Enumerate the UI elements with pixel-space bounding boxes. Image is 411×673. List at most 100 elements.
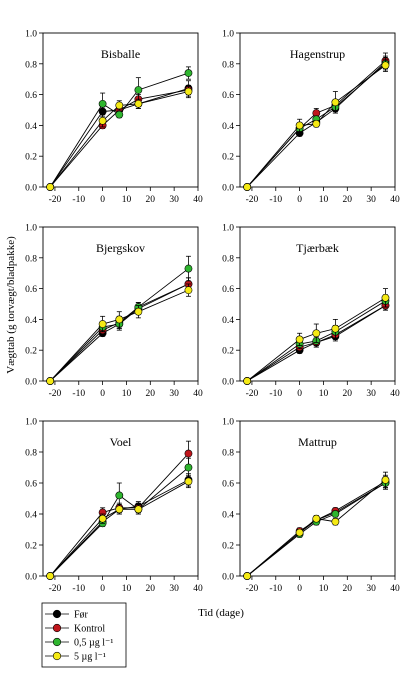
panel-frame <box>239 226 396 382</box>
x-tick-label: 30 <box>169 389 179 399</box>
data-point <box>243 183 252 191</box>
panel-title: Hagenstrup <box>290 47 345 61</box>
data-point <box>98 99 107 108</box>
x-tick-label: 0 <box>100 389 105 399</box>
data-point <box>331 517 340 526</box>
data-point <box>98 320 107 328</box>
x-tick-label: -10 <box>269 584 282 594</box>
x-tick-label: 30 <box>366 195 376 205</box>
legend: Før Kontrol 0,5 µg l⁻¹ 5 µg l⁻¹ <box>41 602 127 668</box>
data-point <box>134 307 143 316</box>
legend-marker-kontrol <box>52 623 62 633</box>
panel-frame <box>42 32 199 188</box>
series-0-5-g-l <box>46 66 193 191</box>
x-tick-label: -10 <box>269 195 282 205</box>
legend-label-high-dose: 5 µg l⁻¹ <box>74 652 106 663</box>
y-tick-label: 0.4 <box>25 122 37 132</box>
series-line <box>49 289 189 382</box>
series-line <box>49 453 189 577</box>
panel-title: Bisballe <box>101 47 140 61</box>
series-0-5-g-l <box>46 457 193 580</box>
series-5-g-l <box>243 471 390 580</box>
x-tick-label: -20 <box>49 584 62 594</box>
data-point <box>243 377 252 385</box>
y-tick-label: 0.6 <box>222 285 234 295</box>
x-tick-label: 40 <box>193 195 203 205</box>
series-line <box>49 72 189 188</box>
series-5-g-l <box>46 84 193 191</box>
y-tick-label: 1.0 <box>25 418 37 428</box>
y-tick-label: 0.0 <box>25 184 37 194</box>
x-tick-label: 20 <box>146 195 156 205</box>
panel-title: Voel <box>110 435 132 449</box>
panel-bisballe: 0.0 0.2 0.4 0.6 0.8 1.0 -20 -10 0 10 20 30 40 Bisball… <box>25 30 203 206</box>
data-point <box>312 119 321 128</box>
series-kontrol <box>46 277 193 385</box>
legend-label-kontrol: Kontrol <box>74 624 105 635</box>
panel-tj-rb-k: 0.0 0.2 0.4 0.6 0.8 1.0 -20 -10 0 10 20 30 40 Tjærbæk <box>222 224 400 400</box>
y-tick-label: 0.4 <box>222 122 234 132</box>
x-tick-label: 20 <box>343 584 353 594</box>
panels: 0.0 0.2 0.4 0.6 0.8 1.0 -20 -10 0 10 20 30 40 Bisball… <box>25 30 400 595</box>
data-point <box>134 99 143 108</box>
series-5-g-l <box>46 283 193 385</box>
data-point <box>184 463 193 472</box>
data-point <box>115 505 124 514</box>
x-axis-label: Tid (dage) <box>198 607 244 619</box>
y-tick-label: 0.6 <box>25 91 37 101</box>
data-point <box>295 335 304 344</box>
legend-item-for: Før <box>45 610 89 621</box>
x-tick-label: 20 <box>146 584 156 594</box>
x-tick-label: 30 <box>169 195 179 205</box>
data-point <box>331 510 340 518</box>
y-tick-label: 0.0 <box>222 378 234 388</box>
y-axis-label: Vægttab (g torvægt/bladpakke) <box>5 236 17 374</box>
x-tick-label: -20 <box>246 389 259 399</box>
series-5-g-l <box>243 288 390 385</box>
data-point <box>115 101 124 110</box>
data-point <box>184 286 193 295</box>
y-tick-label: 0.8 <box>25 60 37 70</box>
panel-mattrup: 0.0 0.2 0.4 0.6 0.8 1.0 -20 -10 0 10 20 30 40 Mattrup <box>222 418 400 595</box>
y-tick-label: 0.8 <box>222 60 234 70</box>
data-point <box>295 528 304 537</box>
data-point <box>46 377 55 385</box>
x-tick-label: 30 <box>366 389 376 399</box>
panel-frame <box>42 226 199 382</box>
data-point <box>46 183 55 191</box>
data-point <box>312 514 321 523</box>
data-point <box>312 329 321 338</box>
x-tick-label: 10 <box>122 584 132 594</box>
data-point <box>134 86 143 94</box>
x-tick-label: 0 <box>100 195 105 205</box>
x-tick-label: -20 <box>49 195 62 205</box>
y-tick-label: 0.6 <box>222 480 234 490</box>
series-line <box>246 479 386 577</box>
data-point <box>381 293 390 302</box>
data-point <box>134 505 143 514</box>
data-point <box>98 116 107 125</box>
y-tick-label: 0.2 <box>222 347 234 357</box>
y-tick-label: 0.2 <box>25 153 37 163</box>
y-tick-label: 0.0 <box>222 184 234 194</box>
y-tick-label: 0.6 <box>25 480 37 490</box>
data-point <box>184 69 193 77</box>
y-tick-label: 0.0 <box>25 573 37 583</box>
y-tick-label: 0.8 <box>25 449 37 459</box>
panel-frame <box>42 420 199 577</box>
panel-frame <box>239 32 396 188</box>
y-tick-label: 0.2 <box>222 153 234 163</box>
data-point <box>184 477 193 486</box>
x-tick-label: 20 <box>146 389 156 399</box>
data-point <box>331 98 340 107</box>
y-tick-label: 1.0 <box>222 418 234 428</box>
legend-label-for: Før <box>74 610 89 621</box>
panel-voel: 0.0 0.2 0.4 0.6 0.8 1.0 -20 -10 0 10 20 30 40 Voel <box>25 418 203 595</box>
x-tick-label: -10 <box>72 195 85 205</box>
data-point <box>184 449 193 458</box>
x-tick-label: 40 <box>390 389 400 399</box>
panel-title: Bjergskov <box>96 241 145 255</box>
x-tick-label: 0 <box>297 195 302 205</box>
x-tick-label: 40 <box>390 195 400 205</box>
legend-item-kontrol: Kontrol <box>45 624 105 635</box>
